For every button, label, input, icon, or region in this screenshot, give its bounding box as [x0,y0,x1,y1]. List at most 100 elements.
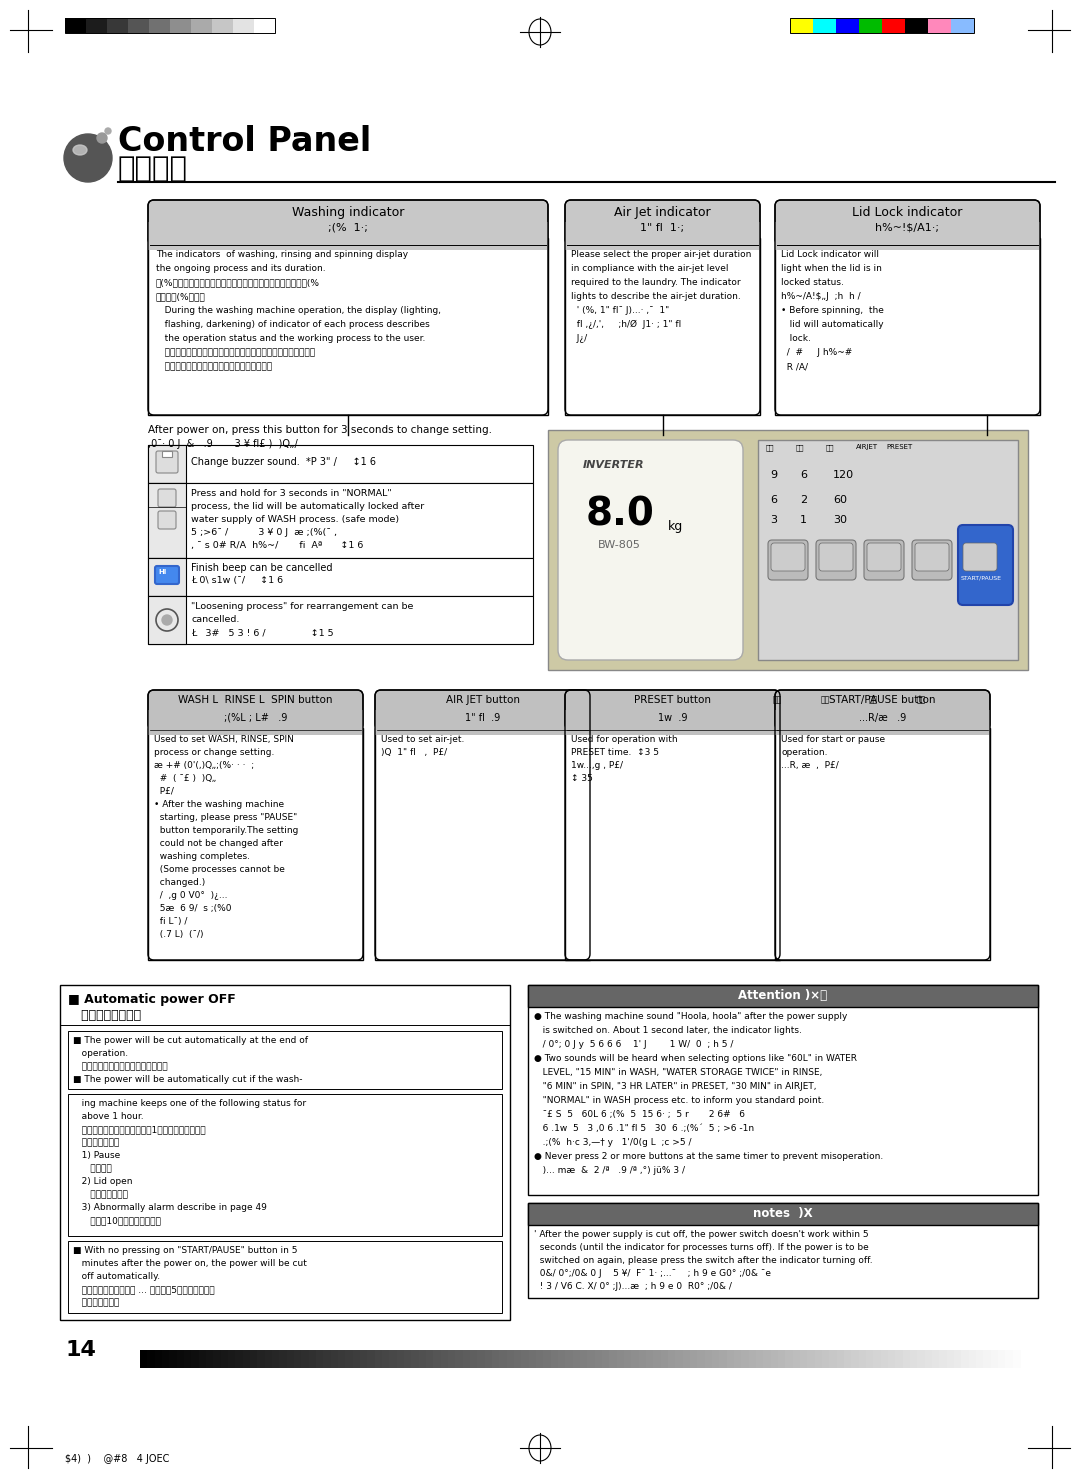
Text: • Before spinning,  the: • Before spinning, the [781,306,883,315]
FancyBboxPatch shape [958,525,1013,605]
Text: 控制面板: 控制面板 [118,155,188,183]
Text: 脱水: 脱水 [826,443,835,451]
Text: ；衣機在邁行過程中，通過各邁程指示燈的題示（點亮、閃爍、: ；衣機在邁行過程中，通過各邁程指示燈的題示（點亮、閃爍、 [156,347,315,358]
Bar [859,1349,867,1369]
FancyBboxPatch shape [775,200,1040,245]
Bar [162,1349,171,1369]
Text: (.7 L)  (¯/): (.7 L) (¯/) [154,930,203,939]
FancyBboxPatch shape [375,690,590,730]
Bar [734,1349,742,1369]
Bar [389,1349,397,1369]
Bar [191,1349,200,1369]
Text: Used to set WASH, RINSE, SPIN: Used to set WASH, RINSE, SPIN [154,735,294,743]
Bar [771,1349,779,1369]
Bar [565,729,780,961]
Text: kg: kg [669,520,684,534]
Text: START/PAUSE: START/PAUSE [961,575,1002,579]
Bar [895,1349,904,1369]
Text: ...R, æ  ,  P£/: ...R, æ , P£/ [781,761,839,770]
Text: 0&/ 0°;/0& 0 J    5 ¥/  F¯ 1· ;...¯    ; h 9 e G0° ;/0& ¯e: 0&/ 0°;/0& 0 J 5 ¥/ F¯ 1· ;...¯ ; h 9 e … [534,1270,771,1278]
Bar [882,18,905,33]
Bar [346,1349,353,1369]
Bar [214,1349,221,1369]
Bar [951,18,974,33]
Bar [775,729,990,961]
Text: the operation status and the working process to the user.: the operation status and the working pro… [156,334,426,343]
Text: lid will automatically: lid will automatically [781,321,883,330]
Text: 內容和洗(%時間。: 內容和洗(%時間。 [156,293,206,302]
Bar [249,1349,258,1369]
Text: 洗衣: 洗衣 [766,443,774,451]
Bar [419,1349,427,1369]
Text: .;(%  h·c 3,—† y   1'/0(g L  ;c >5 /: .;(% h·c 3,—† y 1'/0(g L ;c >5 / [534,1138,691,1147]
Text: seconds (until the indicator for processes turns off). If the power is to be: seconds (until the indicator for process… [534,1243,868,1252]
Text: Lid Lock indicator will: Lid Lock indicator will [781,250,879,259]
Bar [375,709,590,730]
Bar [433,1349,442,1369]
Text: PRESET button: PRESET button [634,695,711,705]
Text: 如錯誤10頁的異常警報狀態: 如錯誤10頁的異常警報狀態 [73,1216,161,1225]
Text: 9: 9 [770,470,778,480]
Text: 蓋過開著的狀態: 蓋過開著的狀態 [73,1190,127,1199]
Text: Air Jet indicator: Air Jet indicator [615,205,711,219]
Bar [316,1349,324,1369]
FancyBboxPatch shape [148,200,548,245]
Text: PRESET time.  ↕3 5: PRESET time. ↕3 5 [571,748,659,757]
Text: (Some processes cannot be: (Some processes cannot be [154,865,285,873]
Bar [903,1349,912,1369]
Bar [162,451,172,457]
Text: 在下列情況中，若洗衣機放款1小時以上，則電源即: 在下列情況中，若洗衣機放款1小時以上，則電源即 [73,1125,205,1134]
Bar [148,596,186,644]
Bar [154,1349,163,1369]
Bar [257,1349,266,1369]
Bar [548,430,1028,670]
Text: washing completes.: washing completes. [154,851,249,862]
Text: 2: 2 [800,495,807,505]
Text: flashing, darkening) of indicator of each process describes: flashing, darkening) of indicator of eac… [156,321,430,330]
Circle shape [64,134,112,182]
Bar [843,1349,852,1369]
Text: 5æ  6 9/  s ;(%0: 5æ 6 9/ s ;(%0 [154,905,231,913]
FancyBboxPatch shape [565,690,780,730]
Bar [990,1349,999,1369]
Bar [148,726,363,735]
Bar [775,709,990,730]
Bar [353,1349,361,1369]
Text: button temporarily.The setting: button temporarily.The setting [154,826,298,835]
Bar [836,18,859,33]
Bar [148,238,548,415]
Bar [758,440,1018,661]
Bar [68,1094,502,1236]
Text: 60: 60 [833,495,847,505]
Text: changed.): changed.) [154,878,205,887]
Text: process, the lid will be automatically locked after: process, the lid will be automatically l… [191,503,424,511]
Bar [704,1349,713,1369]
Bar [661,1349,669,1369]
Bar [254,18,275,33]
Text: • After the washing machine: • After the washing machine [154,800,284,808]
Bar [917,1349,926,1369]
Text: starting, please press "PAUSE": starting, please press "PAUSE" [154,813,297,822]
Bar [859,18,882,33]
Text: ■ The power will be automatically cut if the wash-: ■ The power will be automatically cut if… [73,1075,302,1083]
Text: Lid Lock indicator: Lid Lock indicator [852,205,962,219]
Bar [565,238,760,415]
Bar [294,1349,302,1369]
FancyBboxPatch shape [158,511,176,529]
Bar [148,239,548,250]
Bar [528,984,1038,1007]
Bar [485,1349,492,1369]
Bar [148,729,363,961]
Bar [148,222,548,245]
Bar [712,1349,720,1369]
Text: ■ The power will be cut automatically at the end of: ■ The power will be cut automatically at… [73,1036,308,1045]
Bar [65,18,86,33]
Text: off automatically.: off automatically. [73,1273,160,1281]
Bar [243,1349,251,1369]
Text: 沖洗: 沖洗 [821,695,831,704]
Bar [68,1032,502,1089]
Text: in compliance with the air-jet level: in compliance with the air-jet level [571,265,729,273]
Bar [148,559,186,596]
Bar [86,18,107,33]
Bar [698,1349,705,1369]
